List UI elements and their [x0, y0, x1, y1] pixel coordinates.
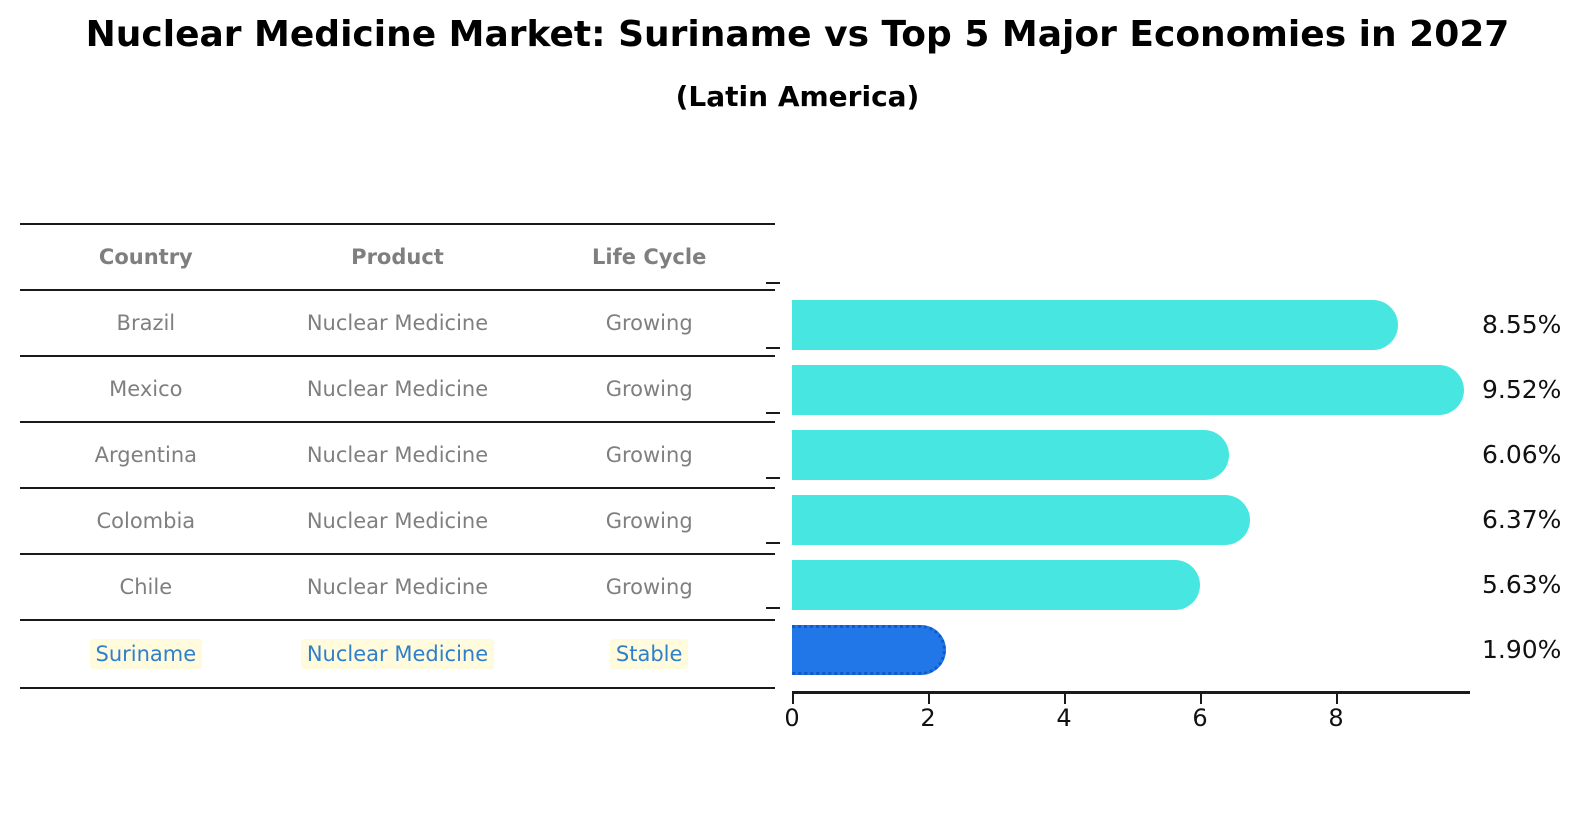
x-tick-label-8: 8 — [1328, 704, 1344, 732]
y-tick-mark-0 — [766, 282, 780, 284]
cell-life-cycle: Growing — [605, 443, 693, 467]
table-row: Argentina Nuclear Medicine Growing — [20, 423, 775, 489]
table-row: Mexico Nuclear Medicine Growing — [20, 357, 775, 423]
y-tick-mark-4 — [766, 542, 780, 544]
x-tick-mark-0 — [792, 694, 794, 704]
table-row: Brazil Nuclear Medicine Growing — [20, 291, 775, 357]
cell-country: Mexico — [109, 377, 183, 401]
cell-life-cycle: Growing — [605, 575, 693, 599]
y-tick-mark-5 — [766, 607, 780, 609]
cell-country: Brazil — [116, 311, 176, 335]
bar-colombia — [792, 495, 1251, 545]
x-axis-line — [792, 691, 1470, 694]
x-tick-mark-8 — [1336, 694, 1338, 704]
bar-argentina — [792, 430, 1230, 480]
cell-life-cycle: Growing — [605, 311, 693, 335]
value-label-chile: 5.63% — [1482, 570, 1562, 599]
bar-suriname — [792, 625, 947, 675]
table-header-row: Country Product Life Cycle — [20, 225, 775, 291]
column-header-life-cycle: Life Cycle — [592, 245, 707, 269]
value-label-argentina: 6.06% — [1482, 440, 1562, 469]
x-tick-mark-6 — [1200, 694, 1202, 704]
cell-country: Argentina — [94, 443, 198, 467]
cell-product: Nuclear Medicine — [306, 575, 489, 599]
column-header-product: Product — [351, 245, 444, 269]
value-label-brazil: 8.55% — [1482, 310, 1562, 339]
chart-subtitle: (Latin America) — [675, 80, 920, 113]
x-tick-label-2: 2 — [920, 704, 936, 732]
value-label-suriname: 1.90% — [1482, 635, 1562, 664]
table-body: Brazil Nuclear Medicine Growing Mexico N… — [20, 291, 775, 689]
value-label-colombia: 6.37% — [1482, 505, 1562, 534]
x-tick-mark-2 — [928, 694, 930, 704]
table-row: Suriname Nuclear Medicine Stable — [20, 621, 775, 689]
cell-product: Nuclear Medicine — [306, 311, 489, 335]
y-tick-mark-3 — [766, 477, 780, 479]
column-header-country: Country — [98, 245, 193, 269]
bar-brazil — [792, 300, 1399, 350]
cell-life-cycle: Stable — [523, 639, 775, 669]
bar-mexico — [792, 365, 1465, 415]
country-product-table: Country Product Life Cycle Brazil Nuclea… — [20, 223, 775, 689]
cell-product: Nuclear Medicine — [306, 443, 489, 467]
cell-country: Suriname — [20, 639, 272, 669]
bar-chile — [792, 560, 1200, 610]
cell-country: Colombia — [96, 509, 196, 533]
cell-product: Nuclear Medicine — [272, 639, 524, 669]
table-row: Chile Nuclear Medicine Growing — [20, 555, 775, 621]
cell-product: Nuclear Medicine — [306, 377, 489, 401]
value-label-mexico: 9.52% — [1482, 375, 1562, 404]
chart-title: Nuclear Medicine Market: Suriname vs Top… — [85, 14, 1510, 55]
cell-country: Chile — [119, 575, 173, 599]
x-tick-mark-4 — [1064, 694, 1066, 704]
cell-life-cycle: Growing — [605, 377, 693, 401]
y-tick-mark-1 — [766, 347, 780, 349]
cell-product: Nuclear Medicine — [306, 509, 489, 533]
x-tick-label-4: 4 — [1056, 704, 1072, 732]
x-tick-label-0: 0 — [784, 704, 800, 732]
x-tick-label-6: 6 — [1192, 704, 1208, 732]
y-tick-mark-2 — [766, 412, 780, 414]
table-row: Colombia Nuclear Medicine Growing — [20, 489, 775, 555]
cell-life-cycle: Growing — [605, 509, 693, 533]
